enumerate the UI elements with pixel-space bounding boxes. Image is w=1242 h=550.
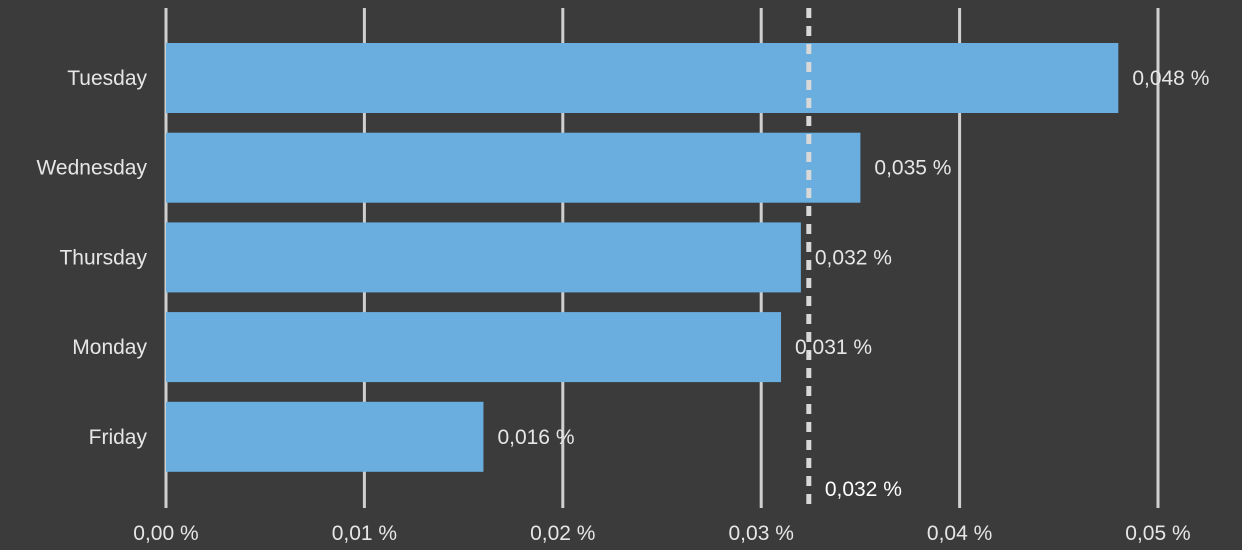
bar	[166, 132, 861, 203]
labels: 0,00 % 0,01 % 0,02 % 0,03 % 0,04 % 0,05 % Tues…	[36, 67, 1209, 545]
x-tick-label: 0,00 %	[133, 522, 198, 545]
bar	[166, 222, 801, 293]
reference-line-label: 0,032 %	[825, 478, 902, 501]
category-label: Tuesday	[67, 67, 147, 90]
x-tick-label: 0,05 %	[1125, 522, 1190, 545]
data-label: 0,032 %	[815, 246, 892, 269]
category-label: Thursday	[59, 246, 147, 269]
data-label: 0,048 %	[1132, 67, 1209, 90]
bar	[166, 401, 484, 472]
reference-line-group: 0,032 %	[806, 8, 902, 508]
x-tick-label: 0,04 %	[927, 522, 992, 545]
x-tick-label: 0,02 %	[530, 522, 595, 545]
category-label: Monday	[72, 336, 147, 359]
data-label: 0,016 %	[497, 426, 574, 449]
x-tick-label: 0,01 %	[332, 522, 397, 545]
category-label: Wednesday	[36, 157, 147, 180]
bar	[166, 312, 782, 383]
bar	[166, 43, 1119, 113]
data-label: 0,031 %	[795, 336, 872, 359]
x-tick-label: 0,03 %	[729, 522, 794, 545]
bars	[166, 43, 1119, 472]
category-label: Friday	[89, 426, 148, 449]
data-label: 0,035 %	[874, 157, 951, 180]
